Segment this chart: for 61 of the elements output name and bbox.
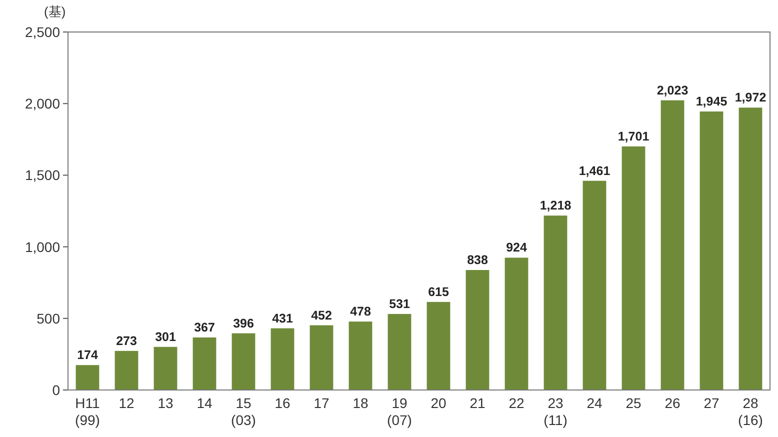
data-label: 1,218 bbox=[540, 198, 572, 213]
bar bbox=[738, 108, 762, 390]
data-label: 1,701 bbox=[618, 129, 650, 144]
y-tick-label: 500 bbox=[36, 310, 60, 326]
data-label: 396 bbox=[233, 316, 254, 330]
x-tick-label: 15 (03) bbox=[231, 395, 256, 428]
x-tick-label: 21 bbox=[470, 395, 486, 411]
bar bbox=[504, 258, 528, 390]
data-label: 301 bbox=[155, 330, 176, 344]
data-label: 615 bbox=[428, 284, 449, 299]
data-label: 478 bbox=[350, 304, 371, 319]
x-tick-label: 19 (07) bbox=[387, 395, 412, 428]
x-tick-label: 22 bbox=[508, 395, 524, 411]
bar bbox=[76, 365, 100, 390]
x-tick-label: 14 bbox=[196, 395, 212, 411]
bar bbox=[114, 350, 138, 390]
data-label: 431 bbox=[272, 311, 293, 326]
bar bbox=[348, 322, 372, 390]
data-label: 1,972 bbox=[734, 90, 766, 105]
bar bbox=[192, 337, 216, 390]
bar bbox=[700, 111, 724, 390]
x-tick-label: 28 (16) bbox=[738, 395, 763, 428]
bar bbox=[426, 302, 450, 390]
y-tick-label: 0 bbox=[52, 382, 60, 398]
bar bbox=[544, 216, 568, 390]
y-tick-label: 1,500 bbox=[24, 167, 60, 184]
x-tick-label: 16 bbox=[274, 395, 290, 411]
data-label: 174 bbox=[77, 348, 98, 362]
y-axis-title: (基) bbox=[44, 4, 66, 19]
y-tick-label: 2,500 bbox=[24, 24, 60, 40]
data-label: 367 bbox=[194, 320, 215, 334]
bar bbox=[660, 100, 684, 390]
bar bbox=[388, 314, 412, 390]
x-tick-label: 23 (11) bbox=[544, 395, 568, 428]
x-tick-label: 20 bbox=[430, 395, 446, 411]
x-tick-label: H11 (99) bbox=[75, 395, 100, 428]
data-label: 273 bbox=[116, 334, 137, 348]
data-label: 1,461 bbox=[578, 164, 610, 178]
bar bbox=[466, 270, 490, 390]
bar bbox=[622, 146, 646, 390]
x-tick-label: 18 bbox=[352, 395, 368, 411]
x-tick-label: 17 bbox=[314, 395, 330, 411]
data-label: 452 bbox=[311, 308, 332, 322]
bar bbox=[270, 328, 294, 390]
bar bbox=[232, 333, 256, 390]
bar bbox=[310, 325, 334, 390]
x-tick-label: 13 bbox=[158, 395, 174, 411]
data-label: 838 bbox=[467, 253, 488, 267]
x-tick-label: 12 bbox=[118, 395, 134, 411]
x-tick-label: 25 bbox=[626, 395, 642, 411]
data-label: 2,023 bbox=[656, 83, 688, 98]
x-tick-label: 27 bbox=[704, 395, 720, 411]
data-label: 1,945 bbox=[696, 94, 728, 108]
data-label: 531 bbox=[389, 296, 410, 311]
y-tick-label: 1,000 bbox=[24, 238, 60, 255]
bar bbox=[154, 346, 178, 390]
x-tick-label: 26 bbox=[664, 395, 680, 411]
data-label: 924 bbox=[506, 240, 527, 255]
y-tick-label: 2,000 bbox=[24, 96, 60, 112]
bar bbox=[582, 180, 606, 390]
x-tick-label: 24 bbox=[586, 395, 602, 411]
